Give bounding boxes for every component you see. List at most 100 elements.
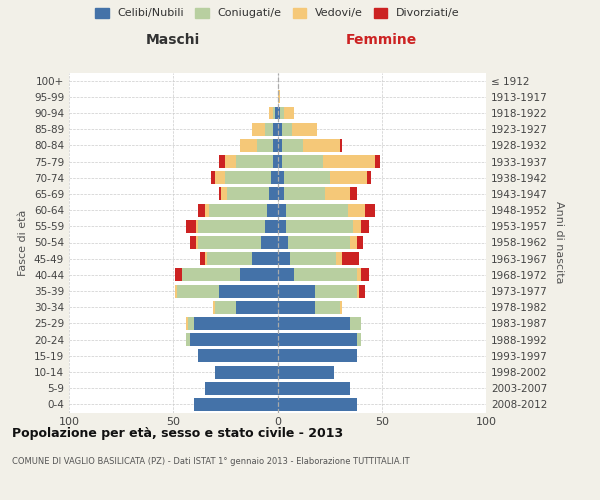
Bar [219, 155, 226, 168]
Bar [350, 317, 361, 330]
Bar [200, 252, 205, 265]
Bar [361, 220, 369, 233]
Bar [198, 236, 261, 249]
Bar [342, 252, 359, 265]
Bar [350, 236, 357, 249]
Bar [277, 204, 286, 216]
Bar [277, 139, 281, 152]
Bar [219, 284, 277, 298]
Text: Popolazione per età, sesso e stato civile - 2013: Popolazione per età, sesso e stato civil… [12, 428, 343, 440]
Bar [277, 172, 284, 184]
Bar [221, 188, 227, 200]
Bar [349, 204, 365, 216]
Bar [186, 333, 190, 346]
Y-axis label: Anni di nascita: Anni di nascita [554, 201, 564, 283]
Bar [277, 333, 357, 346]
Bar [290, 252, 336, 265]
Text: Maschi: Maschi [146, 34, 200, 48]
Bar [206, 252, 253, 265]
Bar [219, 188, 221, 200]
Bar [277, 220, 286, 233]
Bar [315, 284, 357, 298]
Bar [186, 220, 196, 233]
Bar [253, 252, 277, 265]
Bar [209, 204, 267, 216]
Bar [274, 155, 277, 168]
Bar [281, 155, 323, 168]
Bar [198, 204, 205, 216]
Bar [205, 252, 206, 265]
Bar [198, 350, 277, 362]
Bar [275, 106, 277, 120]
Bar [281, 139, 302, 152]
Bar [215, 366, 277, 378]
Bar [215, 301, 236, 314]
Bar [194, 398, 277, 411]
Bar [284, 188, 325, 200]
Bar [340, 139, 342, 152]
Bar [190, 333, 277, 346]
Bar [288, 236, 350, 249]
Bar [261, 236, 277, 249]
Bar [280, 106, 284, 120]
Bar [205, 382, 277, 394]
Bar [323, 155, 376, 168]
Legend: Celibi/Nubili, Coniugati/e, Vedovi/e, Divorziati/e: Celibi/Nubili, Coniugati/e, Vedovi/e, Di… [91, 4, 464, 23]
Bar [236, 301, 277, 314]
Bar [277, 398, 357, 411]
Bar [213, 301, 215, 314]
Bar [277, 301, 315, 314]
Bar [277, 382, 350, 394]
Bar [240, 139, 257, 152]
Bar [277, 155, 281, 168]
Bar [277, 317, 350, 330]
Bar [190, 236, 196, 249]
Bar [357, 236, 363, 249]
Bar [336, 252, 342, 265]
Bar [357, 333, 361, 346]
Bar [274, 122, 277, 136]
Bar [265, 122, 274, 136]
Bar [236, 155, 274, 168]
Bar [286, 220, 353, 233]
Bar [182, 268, 240, 281]
Bar [267, 204, 277, 216]
Bar [226, 155, 236, 168]
Bar [361, 268, 369, 281]
Bar [277, 106, 280, 120]
Text: COMUNE DI VAGLIO BASILICATA (PZ) - Dati ISTAT 1° gennaio 2013 - Elaborazione TUT: COMUNE DI VAGLIO BASILICATA (PZ) - Dati … [12, 458, 410, 466]
Bar [178, 284, 219, 298]
Bar [365, 204, 376, 216]
Bar [359, 284, 365, 298]
Bar [277, 284, 315, 298]
Bar [329, 172, 367, 184]
Bar [286, 204, 349, 216]
Bar [277, 366, 334, 378]
Bar [350, 188, 357, 200]
Bar [357, 284, 359, 298]
Bar [271, 172, 277, 184]
Bar [196, 236, 198, 249]
Bar [294, 268, 357, 281]
Bar [227, 188, 269, 200]
Bar [226, 172, 271, 184]
Bar [277, 350, 357, 362]
Bar [205, 204, 209, 216]
Bar [175, 284, 178, 298]
Bar [253, 122, 265, 136]
Bar [198, 220, 265, 233]
Bar [292, 122, 317, 136]
Bar [215, 172, 226, 184]
Bar [353, 220, 361, 233]
Bar [257, 139, 274, 152]
Bar [284, 172, 329, 184]
Bar [194, 317, 277, 330]
Bar [188, 317, 194, 330]
Bar [211, 172, 215, 184]
Bar [274, 139, 277, 152]
Bar [325, 188, 350, 200]
Bar [277, 122, 281, 136]
Bar [281, 122, 292, 136]
Bar [367, 172, 371, 184]
Bar [269, 188, 277, 200]
